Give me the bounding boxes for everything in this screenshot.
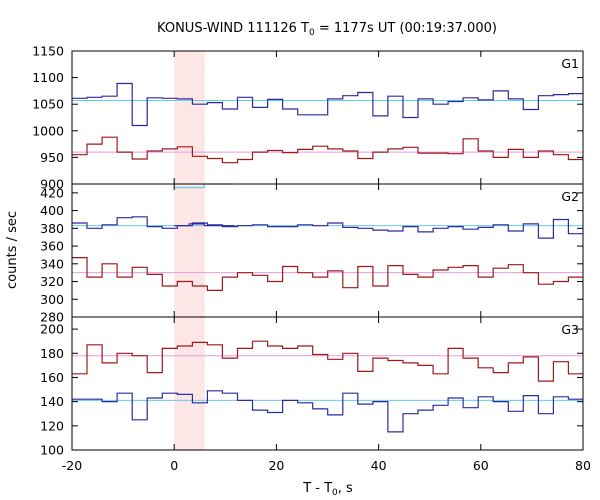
y-tick-label: 420 xyxy=(40,185,64,200)
panel-g3: 100 120 140 160 180 200 G3 xyxy=(40,316,584,458)
y-tick-label: 1150 xyxy=(32,44,64,59)
panel-label: G3 xyxy=(561,322,579,337)
x-tick-label: 20 xyxy=(268,458,284,473)
y-tick-label: 900 xyxy=(40,177,64,192)
y-axis-label: counts / sec xyxy=(5,211,20,289)
y-tick-label: 200 xyxy=(40,322,64,337)
y-ticks xyxy=(71,317,584,450)
panel-frame xyxy=(71,183,584,318)
y-tick-label: 1050 xyxy=(32,97,64,112)
highlight-band xyxy=(174,317,205,450)
x-tick-label: 40 xyxy=(371,458,387,473)
y-ticks xyxy=(71,51,584,184)
series-line-1 xyxy=(72,136,583,164)
y-tick-label: 360 xyxy=(40,239,64,254)
y-tick-label: 160 xyxy=(40,370,64,385)
y-tick-label: 120 xyxy=(40,418,64,433)
x-tick-label: -20 xyxy=(62,458,82,473)
panel-g2: 300 320 340 360 380 400 420 280 G2 xyxy=(40,183,584,325)
series-line-0 xyxy=(72,216,583,239)
y-tick-label: 340 xyxy=(40,256,64,271)
plot-panels: 9501000105011001150900G13003203403603804… xyxy=(32,44,591,474)
chart-title: KONUS-WIND 111126 T0 = 1177s UT (00:19:3… xyxy=(157,21,497,38)
x-tick-label: 0 xyxy=(170,458,178,473)
y-tick-label: 1000 xyxy=(32,123,64,138)
y-tick-label: 320 xyxy=(40,274,64,289)
panel-label: G2 xyxy=(561,189,579,204)
y-tick-label: 400 xyxy=(40,203,64,218)
series-line-3 xyxy=(72,257,583,291)
series-line-0 xyxy=(72,340,583,382)
panel-label: G1 xyxy=(561,56,579,71)
y-tick-label: 1100 xyxy=(32,70,64,85)
series-line-1 xyxy=(72,390,583,433)
y-tick-label: 950 xyxy=(40,150,64,165)
series-line-0 xyxy=(72,82,583,127)
y-ticks xyxy=(71,184,584,317)
x-tick-label: 80 xyxy=(575,458,591,473)
panel-frame xyxy=(71,50,584,185)
highlight-band xyxy=(174,184,205,317)
y-tick-label: 140 xyxy=(40,394,64,409)
y-tick-label: 300 xyxy=(40,292,64,307)
panel-g1: 950 1000 1050 1100 1150 900 G1 xyxy=(32,44,584,192)
series-line-1 xyxy=(174,223,235,227)
y-tick-label: 100 xyxy=(40,443,64,458)
x-tick-label: 60 xyxy=(473,458,489,473)
y-tick-label: 180 xyxy=(40,346,64,361)
highlight-band xyxy=(174,51,205,184)
y-tick-label: 380 xyxy=(40,221,64,236)
x-axis-label: T - T0, s xyxy=(302,481,353,498)
panel-frame xyxy=(71,316,584,451)
y-tick-label: 280 xyxy=(40,310,64,325)
